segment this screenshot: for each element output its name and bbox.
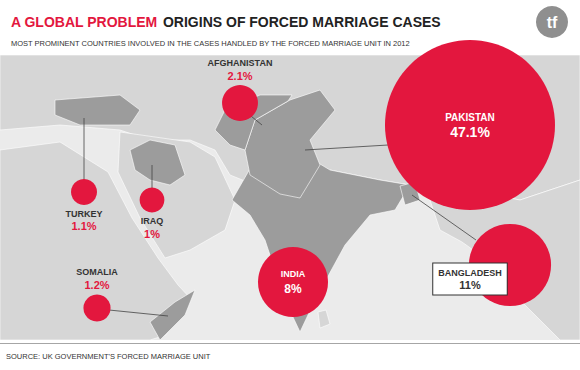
svg-text:INDIA: INDIA [281,269,306,279]
svg-text:SOMALIA: SOMALIA [76,267,118,277]
svg-text:SOURCE: UK GOVERNMENT'S FORCED: SOURCE: UK GOVERNMENT'S FORCED MARRIAGE … [6,352,211,361]
svg-text:TURKEY: TURKEY [65,209,102,219]
svg-text:47.1%: 47.1% [450,124,490,140]
svg-text:2.1%: 2.1% [227,70,252,82]
svg-text:BANGLADESH: BANGLADESH [438,268,502,278]
svg-text:MOST PROMINENT COUNTRIES INVOL: MOST PROMINENT COUNTRIES INVOLVED IN THE… [11,39,410,48]
svg-text:1.2%: 1.2% [84,279,109,291]
svg-text:11%: 11% [459,279,481,291]
svg-text:A GLOBAL PROBLEM: A GLOBAL PROBLEM [11,14,157,30]
svg-text:8%: 8% [284,282,302,296]
svg-text:ORIGINS OF FORCED MARRIAGE CAS: ORIGINS OF FORCED MARRIAGE CASES [163,14,441,30]
svg-text:AFGHANISTAN: AFGHANISTAN [208,58,273,68]
svg-text:1.1%: 1.1% [71,220,96,232]
svg-text:IRAQ: IRAQ [141,216,164,226]
svg-text:PAKISTAN: PAKISTAN [445,112,495,123]
svg-text:1%: 1% [144,228,160,240]
svg-text:tf: tf [547,14,558,31]
